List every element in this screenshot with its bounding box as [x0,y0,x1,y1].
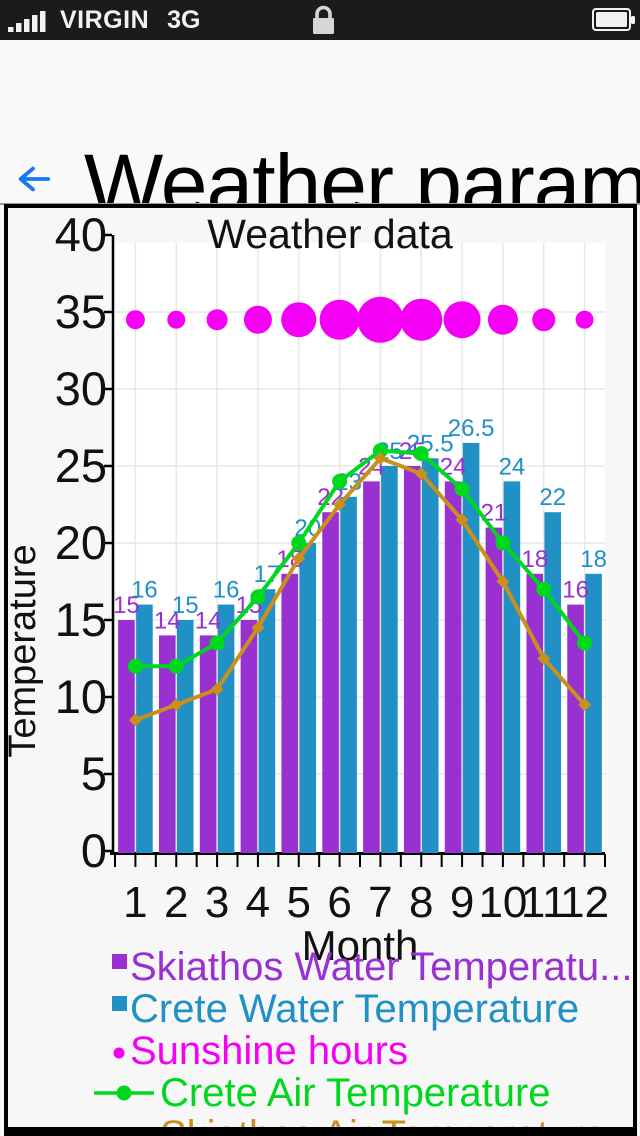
svg-text:0: 0 [81,824,107,877]
svg-text:Sunshine hours: Sunshine hours [130,1029,408,1073]
svg-text:Skiathos Water Temperatu...: Skiathos Water Temperatu... [130,945,632,989]
nav-header: Weather param [0,40,640,205]
svg-text:16: 16 [562,577,589,604]
svg-text:5: 5 [81,747,107,800]
svg-text:16: 16 [213,577,240,604]
svg-text:15: 15 [113,592,140,619]
svg-text:10: 10 [478,878,527,927]
svg-text:Crete Air Temperature: Crete Air Temperature [160,1071,551,1115]
svg-text:12: 12 [560,878,609,927]
svg-text:26.5: 26.5 [448,415,495,442]
svg-text:Temperature: Temperature [8,544,44,757]
status-bar: VIRGIN 3G [0,0,640,40]
svg-text:11: 11 [521,878,567,927]
svg-text:2: 2 [164,878,188,927]
svg-text:1: 1 [123,878,147,927]
svg-text:6: 6 [327,878,351,927]
svg-text:24: 24 [499,453,526,480]
page-title: Weather param [84,137,640,205]
svg-text:18: 18 [580,546,607,573]
network-label: 3G [167,5,201,34]
weather-chart-card: 0 5 10 15 20 25 30 35 40 1 2 3 4 5 6 7 8 9 10 11 12 Weather d… [4,204,637,1136]
battery-icon [592,8,635,31]
svg-text:3: 3 [205,878,229,927]
svg-text:40: 40 [55,208,107,261]
svg-text:Crete Water Temperature: Crete Water Temperature [130,987,579,1031]
svg-text:24: 24 [440,453,467,480]
signal-bars-icon [8,11,46,32]
svg-text:30: 30 [55,362,107,415]
svg-text:14: 14 [154,607,181,634]
svg-text:Weather data: Weather data [207,211,453,257]
svg-text:21: 21 [481,500,508,527]
svg-text:8: 8 [409,878,433,927]
svg-text:25: 25 [55,439,107,492]
carrier-label: VIRGIN [60,5,150,34]
svg-text:20: 20 [55,516,107,569]
svg-text:16: 16 [131,577,158,604]
svg-text:22: 22 [539,484,566,511]
svg-text:15: 15 [55,593,107,646]
svg-text:15: 15 [172,592,199,619]
svg-text:5: 5 [287,878,311,927]
svg-text:7: 7 [368,878,392,927]
svg-text:4: 4 [246,878,270,927]
lock-icon [313,5,334,34]
svg-text:10: 10 [55,670,107,723]
svg-text:14: 14 [195,607,222,634]
back-arrow-icon[interactable] [14,160,52,198]
svg-text:Month: Month [302,922,419,969]
svg-text:35: 35 [55,285,107,338]
svg-text:9: 9 [450,878,474,927]
